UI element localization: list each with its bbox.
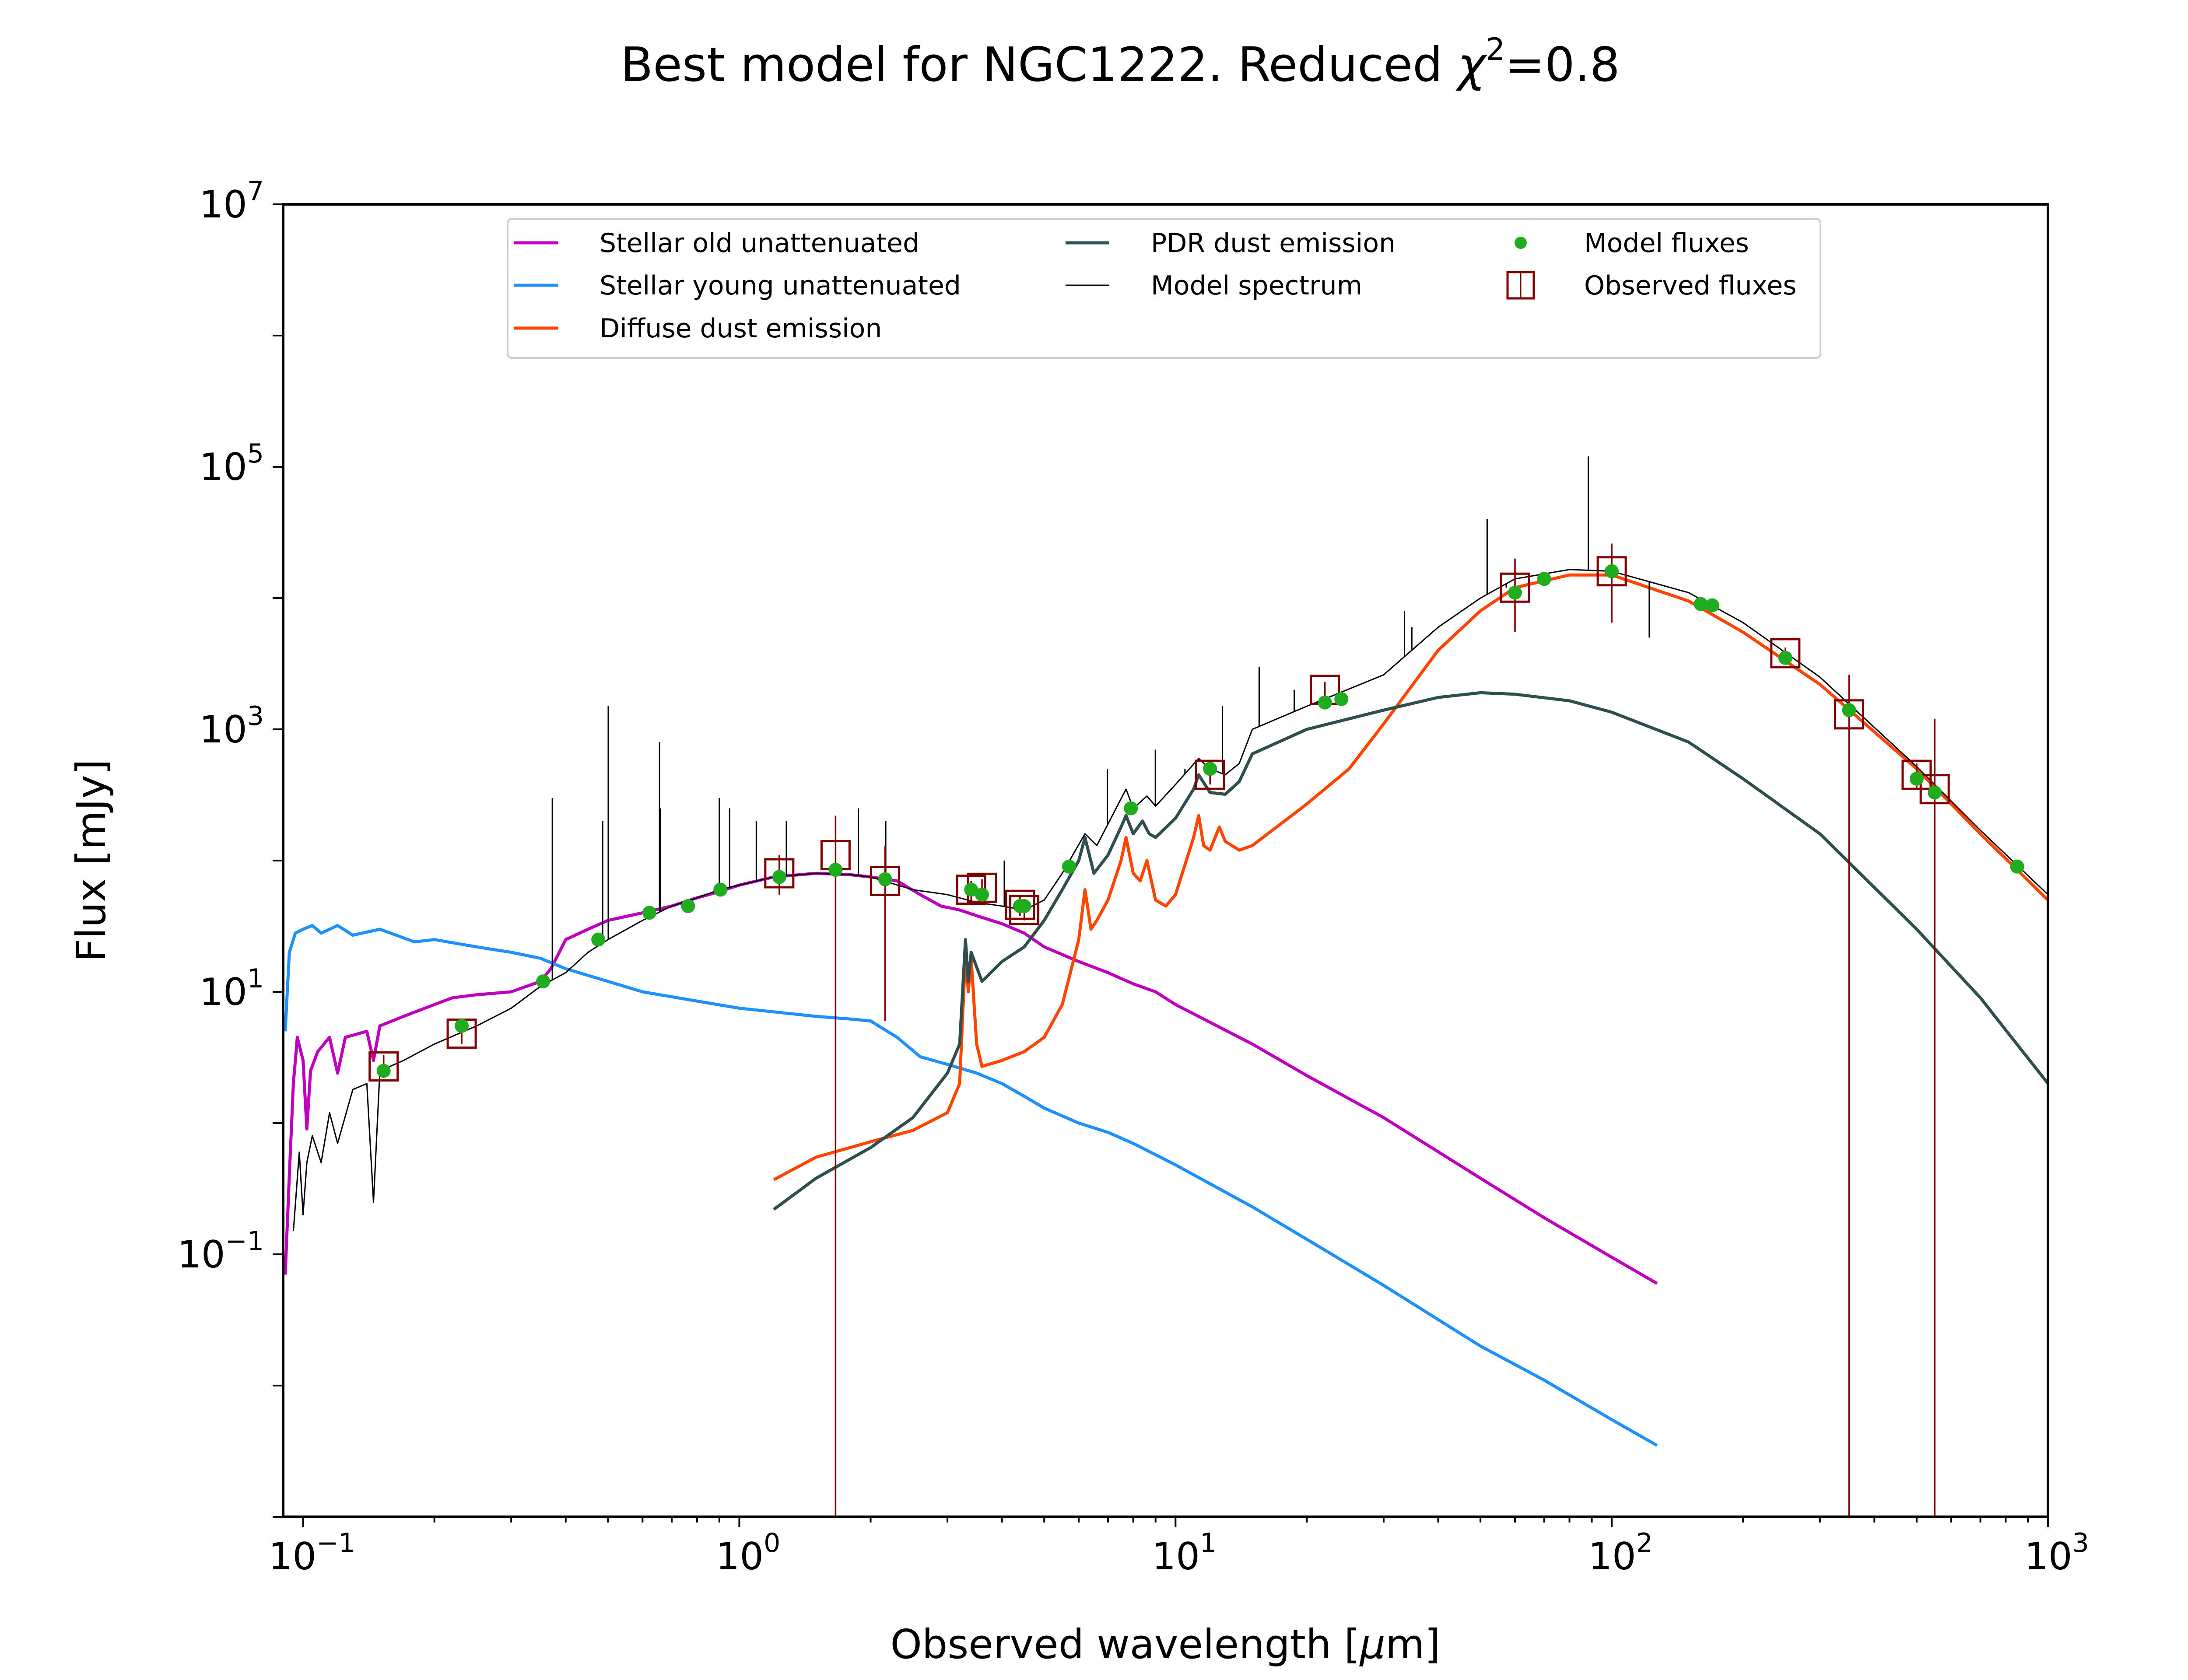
model-flux-point: [1017, 899, 1031, 914]
model-flux-point: [1537, 572, 1551, 586]
stellar-old-unattenuated-line: [284, 872, 1658, 1285]
model-flux-point: [591, 932, 606, 947]
model-flux-point: [975, 887, 989, 902]
marker-layer: [368, 543, 2024, 1517]
legend-handle: [1515, 237, 1527, 249]
model-flux-point: [1705, 598, 1719, 612]
model-flux-point: [964, 882, 978, 897]
y-tick-label: 103: [199, 701, 264, 752]
x-tick-label: 103: [2024, 1528, 2089, 1578]
legend-entry-pdr-dust-emission: PDR dust emission: [1066, 228, 1396, 259]
x-tick-label: 10−1: [269, 1528, 355, 1578]
legend-label: Stellar young unattenuated: [600, 270, 961, 301]
model-flux-point: [878, 872, 892, 886]
legend-entry-stellar-young-unattenuated: Stellar young unattenuated: [514, 270, 961, 301]
x-tick-label: 102: [1588, 1528, 1653, 1578]
model-flux-point: [642, 906, 656, 920]
model-flux-point: [1124, 801, 1138, 816]
observed-flux-marker: [1596, 556, 1627, 587]
legend-label: Model fluxes: [1584, 228, 1749, 259]
series-layer: [284, 456, 2048, 1447]
model-flux-point: [1928, 785, 1942, 800]
observed-flux-marker: [1009, 895, 1040, 925]
legend-label: Stellar old unattenuated: [600, 228, 919, 259]
observed-flux-marker: [870, 865, 901, 896]
model-flux-point: [1842, 703, 1856, 718]
model-flux-point: [1203, 762, 1217, 776]
y-tick-label: 105: [199, 438, 264, 489]
model-flux-point: [828, 863, 843, 877]
model-flux-point: [713, 882, 728, 897]
observed-flux-marker: [1770, 638, 1801, 668]
model-flux-point: [1334, 692, 1349, 706]
tick-layer: 10−1 100 101 102 103 10−1 101 103 105 107: [177, 176, 2089, 1578]
model-flux-point: [1318, 695, 1332, 710]
y-tick-label: 107: [199, 176, 264, 227]
model-flux-point: [455, 1018, 469, 1033]
y-tick-label: 10−1: [177, 1226, 264, 1277]
observed-flux-marker: [1005, 889, 1035, 920]
legend-entry-diffuse-dust-emission: Diffuse dust emission: [514, 313, 882, 344]
legend-handle: [1506, 271, 1535, 300]
model-flux-point: [536, 974, 551, 989]
legend-label: Observed fluxes: [1584, 270, 1796, 301]
legend-entry-model-spectrum: Model spectrum: [1066, 270, 1362, 301]
model-flux-point: [772, 870, 786, 884]
x-axis-label: Observed wavelength [μm]: [891, 1621, 1441, 1668]
legend-entry-observed-fluxes: Observed fluxes: [1506, 270, 1796, 301]
legend: Stellar old unattenuated Stellar young un…: [507, 218, 1821, 359]
model-flux-point: [1778, 651, 1792, 665]
observed-flux-marker: [764, 858, 795, 889]
legend-entry-stellar-old-unattenuated: Stellar old unattenuated: [514, 228, 919, 259]
observed-flux-marker: [368, 1051, 399, 1082]
plot-frame: [282, 203, 2049, 1518]
observed-flux-marker: [1834, 699, 1865, 730]
legend-label: Diffuse dust emission: [600, 313, 882, 344]
chart-title: Best model for NGC1222. Reduced χ2=0.8: [621, 32, 1620, 92]
model-flux-point: [681, 899, 695, 914]
observed-flux-marker: [1500, 572, 1530, 603]
model-flux-point: [1694, 597, 1708, 611]
model-flux-point: [1605, 564, 1619, 578]
legend-label: Model spectrum: [1151, 270, 1362, 301]
observed-flux-marker: [1919, 774, 1950, 805]
model-flux-point: [1909, 772, 1924, 786]
diffuse-dust-emission-line: [773, 573, 2048, 1181]
x-tick-label: 101: [1152, 1528, 1217, 1578]
model-flux-point: [1508, 585, 1522, 600]
stellar-young-unattenuated-line: [284, 924, 1658, 1447]
y-tick-label: 101: [199, 963, 264, 1014]
model-flux-point: [1062, 859, 1076, 874]
model-spectrum-line: [292, 569, 2048, 1232]
x-tick-label: 100: [716, 1528, 781, 1578]
model-flux-point: [2010, 859, 2024, 874]
observed-flux-marker: [1195, 760, 1225, 790]
legend-label: PDR dust emission: [1151, 228, 1396, 259]
model-flux-point: [376, 1064, 391, 1078]
legend-entry-model-fluxes: Model fluxes: [1515, 228, 1749, 259]
pdr-dust-emission-line: [773, 691, 2048, 1211]
y-axis-label: Flux [mJy]: [68, 759, 115, 962]
legend-box: [507, 218, 1821, 359]
